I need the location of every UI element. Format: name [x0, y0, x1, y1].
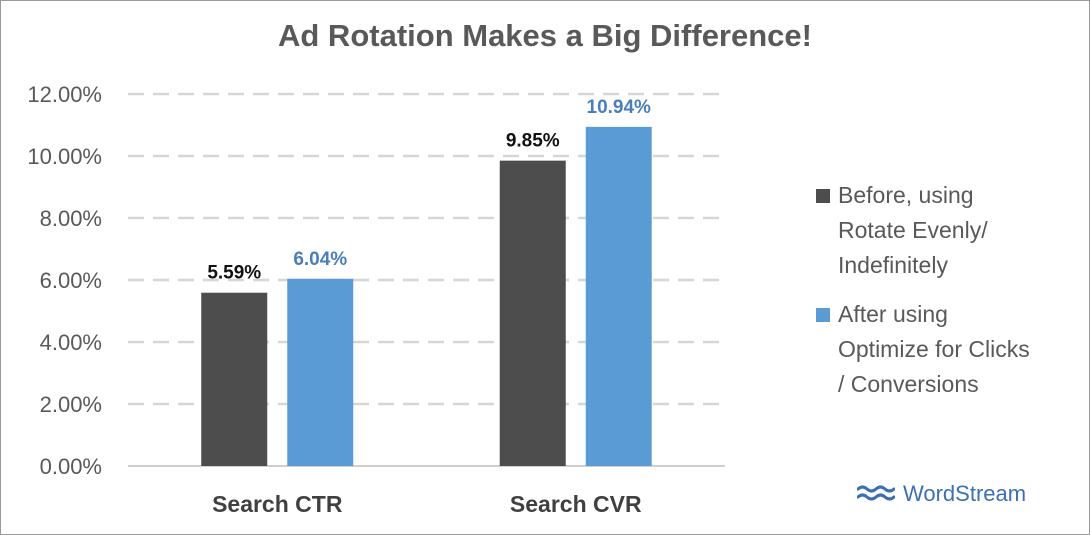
legend-item-after: After using Optimize for Clicks / Conver…	[816, 297, 1086, 402]
data-label: 9.85%	[506, 131, 560, 152]
data-label: 5.59%	[207, 263, 261, 284]
legend-item-before: Before, using Rotate Evenly/ Indefinitel…	[816, 178, 1086, 283]
bar	[585, 126, 652, 467]
legend-label-after-line-1: After using	[838, 301, 948, 327]
y-tick-label: 0.00%	[40, 454, 102, 479]
y-tick-label: 2.00%	[40, 392, 102, 417]
y-tick-label: 10.00%	[27, 144, 102, 169]
legend-label-before-line-2: Rotate Evenly/	[838, 217, 988, 243]
y-tick-label: 12.00%	[27, 82, 102, 107]
legend-label-before-line-1: Before, using	[838, 182, 974, 208]
bar	[499, 160, 566, 466]
logo-text: WordStream	[903, 481, 1027, 506]
legend-label-before-line-3: Indefinitely	[838, 252, 948, 278]
legend-swatch-before	[816, 189, 830, 203]
bar	[201, 292, 268, 466]
data-label: 6.04%	[293, 249, 347, 270]
legend-label-after-line-3: / Conversions	[838, 371, 979, 397]
x-category-label: Search CVR	[510, 491, 642, 517]
y-tick-label: 8.00%	[40, 206, 102, 231]
chart-title: Ad Rotation Makes a Big Difference!	[278, 18, 812, 53]
data-label: 10.94%	[587, 97, 652, 118]
wave-icon	[857, 485, 895, 501]
chart-legend: Before, using Rotate Evenly/ Indefinitel…	[816, 178, 1086, 416]
legend-swatch-after	[816, 308, 830, 322]
x-category-label: Search CTR	[212, 491, 343, 517]
bar	[287, 278, 354, 466]
y-tick-label: 4.00%	[40, 330, 102, 355]
y-tick-label: 6.00%	[40, 268, 102, 293]
wordstream-logo: WordStream	[857, 481, 1026, 507]
legend-label-after-line-2: Optimize for Clicks	[838, 336, 1030, 362]
